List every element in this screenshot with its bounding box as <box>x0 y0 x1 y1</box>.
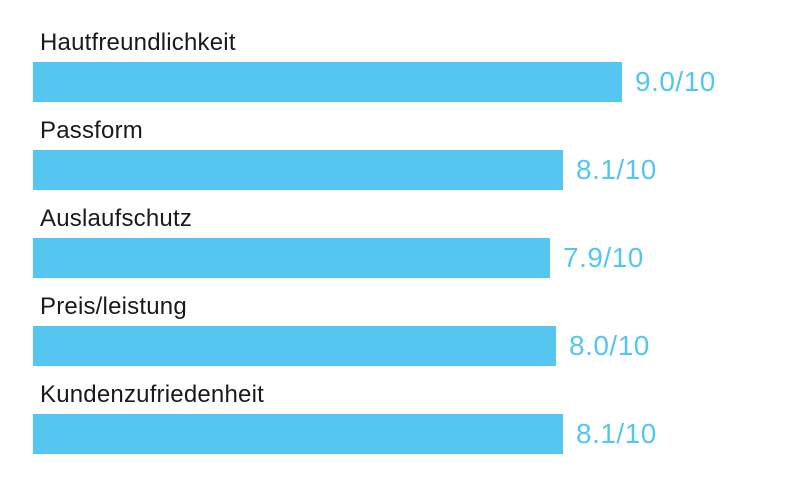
rating-bar <box>33 238 550 278</box>
rating-row: Preis/leistung 8.0/10 <box>33 294 800 366</box>
rating-value-label: 9.0/10 <box>635 66 716 97</box>
rating-value-label: 8.1/10 <box>576 154 657 185</box>
rating-bar <box>33 326 556 366</box>
rating-category-label: Auslaufschutz <box>40 205 193 232</box>
rating-category-label: Preis/leistung <box>40 293 187 320</box>
rating-value-label: 8.0/10 <box>569 330 650 361</box>
rating-category-label: Kundenzufriedenheit <box>40 381 264 408</box>
rating-bar-line: 8.1/10 <box>33 414 800 454</box>
rating-value-label: 8.1/10 <box>576 418 657 449</box>
rating-bar-chart: Hautfreundlichkeit 9.0/10 Passform 8.1/1… <box>33 30 800 454</box>
rating-row: Passform 8.1/10 <box>33 118 800 190</box>
rating-bar-line: 8.1/10 <box>33 150 800 190</box>
rating-row: Hautfreundlichkeit 9.0/10 <box>33 30 800 102</box>
rating-bar-line: 7.9/10 <box>33 238 800 278</box>
rating-bar-line: 8.0/10 <box>33 326 800 366</box>
rating-category-label: Passform <box>40 117 143 144</box>
rating-value-label: 7.9/10 <box>563 242 644 273</box>
rating-bar <box>33 414 563 454</box>
rating-bar-line: 9.0/10 <box>33 62 800 102</box>
rating-row: Auslaufschutz 7.9/10 <box>33 206 800 278</box>
rating-bar <box>33 150 563 190</box>
rating-row: Kundenzufriedenheit 8.1/10 <box>33 382 800 454</box>
rating-bar <box>33 62 622 102</box>
rating-category-label: Hautfreundlichkeit <box>40 29 236 56</box>
